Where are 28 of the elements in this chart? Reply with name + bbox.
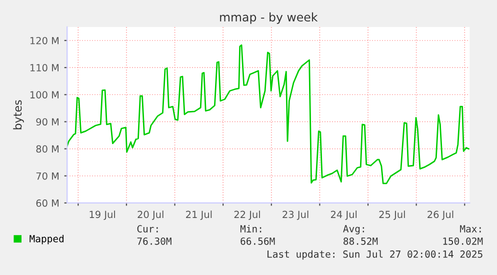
chart-title: mmap - by week [220,12,318,24]
y-tick-label: 70 M [36,172,59,180]
y-tick-label: 100 M [30,91,59,98]
y-tick-label: 90 M [36,118,59,126]
y-tick-label: 60 M [36,199,59,207]
text: Avg: [343,225,364,234]
text: Last update: Sun Jul 27 02:00:14 2025 [268,250,482,260]
y-tick-label: 120 M [30,36,59,44]
y-tick-label: 80 M [36,145,59,153]
line-series [67,44,470,184]
y-axis-title: bytes [13,100,24,130]
x-tick-label: 25 Jul [379,210,405,220]
text: Cur: [137,225,158,232]
text: Max: [460,225,481,232]
legend-label: Mapped [30,234,64,244]
text: 150.02M [443,237,483,245]
text: 66.56M [240,237,275,245]
x-tick-label: 19 Jul [90,210,116,220]
text: 88.52M [344,237,378,245]
x-tick-label: 22 Jul [234,210,260,220]
text: Min: [240,224,262,232]
x-tick-label: 26 Jul [428,210,454,220]
x-tick-label: 23 Jul [282,210,308,220]
text: 76.30M [137,237,172,245]
x-tick-label: 21 Jul [186,210,212,220]
x-tick-label: 20 Jul [138,210,164,220]
y-tick-label: 110 M [30,64,59,72]
x-tick-label: 24 Jul [330,210,357,220]
